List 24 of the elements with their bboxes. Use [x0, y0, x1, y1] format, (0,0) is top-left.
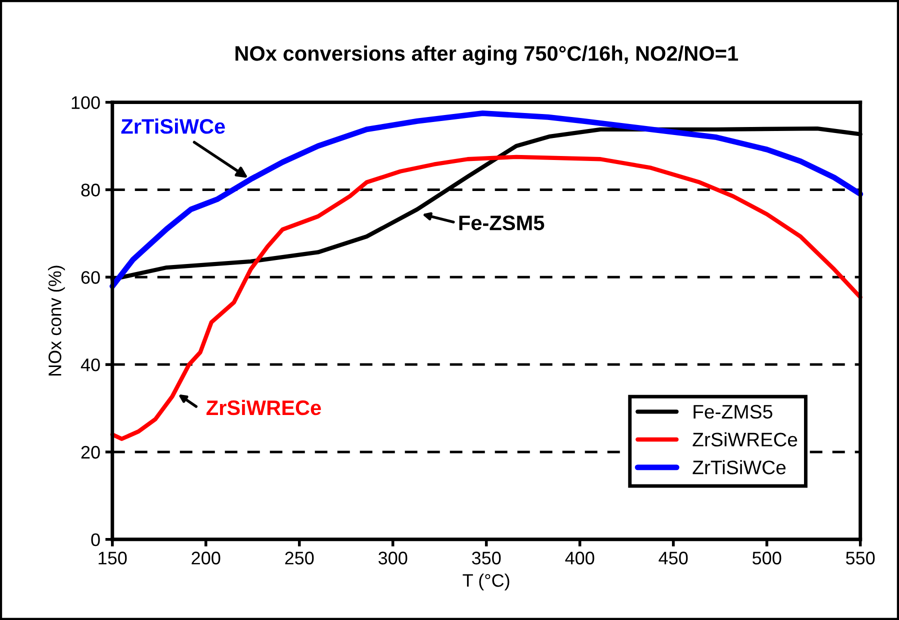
y-tick-label: 20	[81, 446, 100, 459]
x-tick-label: 350	[472, 552, 501, 564]
y-tick-label: 0	[91, 533, 100, 546]
x-tick-label: 200	[192, 552, 220, 564]
y-tick-label: 100	[72, 96, 100, 110]
y-tick-label: 40	[80, 358, 100, 372]
annotation: ZrSiWRECe	[206, 400, 321, 416]
y-tick-label: 60	[81, 271, 100, 284]
legend-label: ZrSiWRECe	[692, 432, 798, 446]
x-tick-label: 150	[98, 552, 127, 564]
y-tick-label: 80	[81, 184, 100, 196]
legend-label: Fe-ZMS5	[694, 404, 772, 419]
chart-title: NOx conversions after aging 750°C/16h, NO2/NO=1	[236, 46, 738, 66]
x-tick-label: 300	[378, 552, 408, 564]
annotation: ZrTiSiWCe	[121, 118, 225, 134]
y-axis-title: NOx conv (%)	[48, 266, 65, 376]
annotation: Fe-ZSM5	[459, 216, 544, 230]
legend-label: ZrTiSiWCe	[692, 460, 786, 474]
x-tick-label: 450	[658, 552, 688, 564]
x-tick-label: 550	[846, 552, 875, 564]
x-tick-label: 500	[752, 552, 782, 564]
x-tick-label: 250	[285, 552, 314, 564]
x-tick-label: 400	[565, 552, 594, 564]
x-axis-title: T (°C)	[462, 574, 510, 590]
